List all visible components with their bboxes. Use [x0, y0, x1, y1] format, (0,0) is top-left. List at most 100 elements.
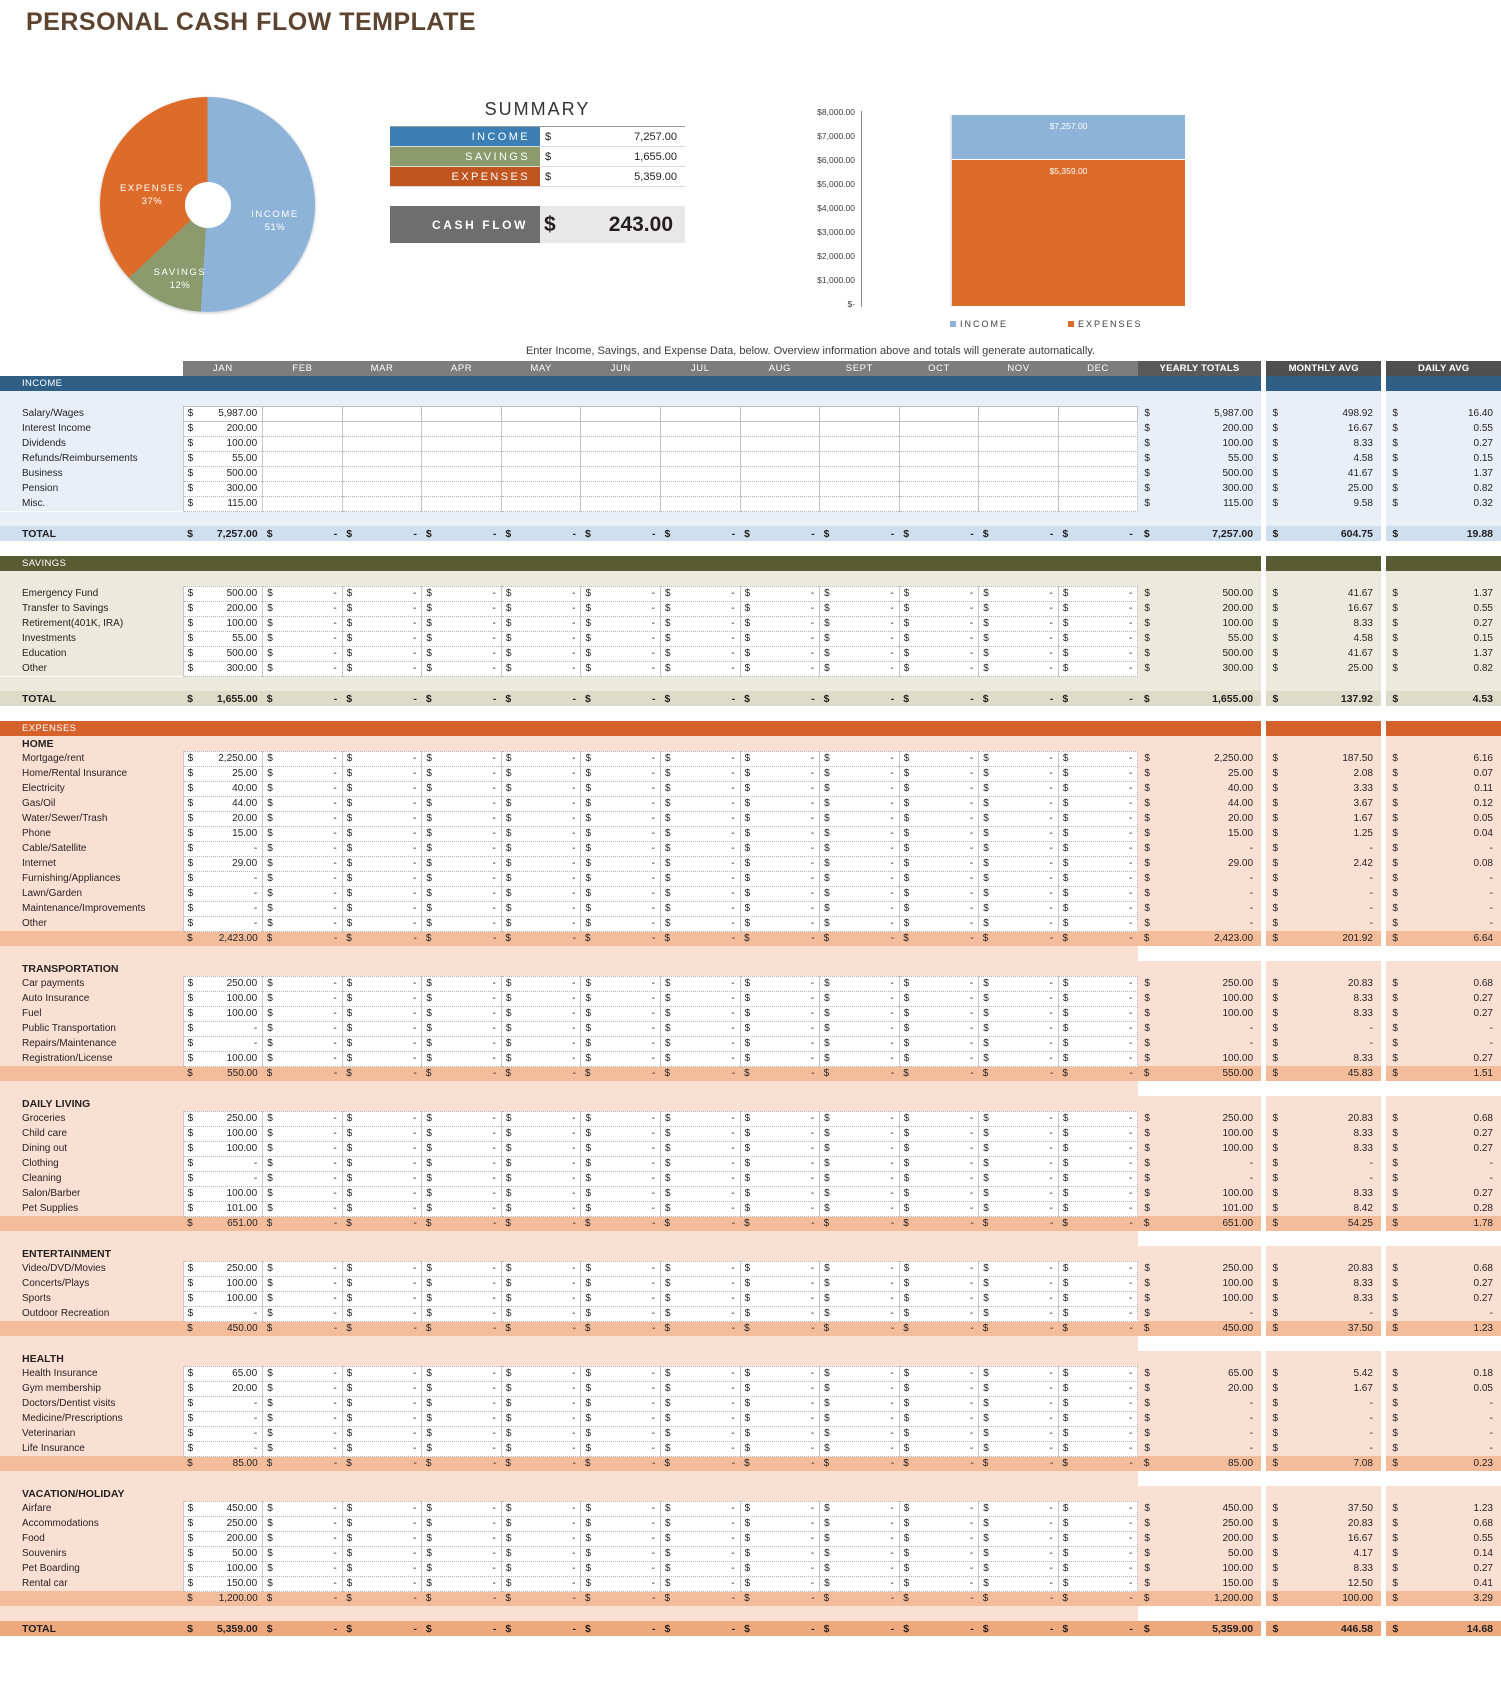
- cell-dec[interactable]: $ -: [1057, 1020, 1139, 1037]
- cell-may[interactable]: $ -: [500, 1515, 582, 1532]
- cell-oct[interactable]: [898, 435, 980, 452]
- cell-apr[interactable]: $ -: [421, 1005, 502, 1022]
- cell-aug[interactable]: $ -: [739, 990, 821, 1007]
- cell-jul[interactable]: $ -: [660, 1050, 741, 1067]
- cell-oct[interactable]: $ -: [898, 990, 980, 1007]
- cell-dec[interactable]: $ -: [1057, 840, 1139, 857]
- cell-jul[interactable]: $ -: [660, 1425, 741, 1442]
- cell-sept[interactable]: $ -: [819, 825, 900, 842]
- cell-jun[interactable]: $ -: [580, 1140, 661, 1157]
- cell-feb[interactable]: $ -: [262, 1290, 343, 1307]
- cell-jun[interactable]: [580, 480, 661, 497]
- cell-oct[interactable]: $ -: [898, 1275, 980, 1292]
- cell-sept[interactable]: $ -: [819, 1020, 900, 1037]
- cell-mar[interactable]: $ -: [341, 1260, 423, 1277]
- cell-oct[interactable]: $ -: [898, 1440, 980, 1457]
- cell-feb[interactable]: $ -: [262, 915, 343, 932]
- cell-nov[interactable]: $ -: [978, 915, 1059, 932]
- cell-aug[interactable]: $ -: [739, 1380, 821, 1397]
- cell-sept[interactable]: $ -: [819, 1050, 900, 1067]
- cell-sept[interactable]: $ -: [819, 1185, 900, 1202]
- cell-feb[interactable]: $ -: [262, 1110, 343, 1127]
- cell-sept[interactable]: $ -: [819, 840, 900, 857]
- cell-mar[interactable]: $ -: [341, 1200, 423, 1217]
- cell-jun[interactable]: $ -: [580, 630, 661, 647]
- cell-nov[interactable]: $ -: [978, 1275, 1059, 1292]
- cell-jan[interactable]: $2,250.00: [182, 750, 264, 767]
- cell-jul[interactable]: $ -: [660, 630, 741, 647]
- cell-apr[interactable]: $ -: [421, 810, 502, 827]
- cell-apr[interactable]: $ -: [421, 765, 502, 782]
- cell-jan[interactable]: $ -: [182, 1305, 264, 1322]
- cell-dec[interactable]: $ -: [1057, 1140, 1139, 1157]
- cell-dec[interactable]: [1057, 405, 1139, 422]
- cell-jun[interactable]: [580, 495, 661, 512]
- cell-jun[interactable]: $ -: [580, 615, 661, 632]
- cell-mar[interactable]: $ -: [341, 1500, 423, 1517]
- cell-apr[interactable]: $ -: [421, 1155, 502, 1172]
- cell-mar[interactable]: $ -: [341, 645, 423, 662]
- cell-may[interactable]: $ -: [500, 1125, 582, 1142]
- cell-jan[interactable]: $ -: [182, 1425, 264, 1442]
- cell-apr[interactable]: $ -: [421, 975, 502, 992]
- cell-apr[interactable]: $ -: [421, 1500, 502, 1517]
- cell-oct[interactable]: $ -: [898, 1380, 980, 1397]
- cell-sept[interactable]: $ -: [819, 855, 900, 872]
- cell-jun[interactable]: $ -: [580, 1020, 661, 1037]
- cell-aug[interactable]: $ -: [739, 1050, 821, 1067]
- cell-jan[interactable]: $150.00: [182, 1575, 264, 1592]
- cell-may[interactable]: [500, 450, 582, 467]
- cell-oct[interactable]: $ -: [898, 1395, 980, 1412]
- cell-nov[interactable]: $ -: [978, 1050, 1059, 1067]
- cell-apr[interactable]: $ -: [421, 1020, 502, 1037]
- cell-apr[interactable]: [421, 420, 502, 437]
- cell-jun[interactable]: [580, 405, 661, 422]
- cell-jan[interactable]: $15.00: [182, 825, 264, 842]
- cell-dec[interactable]: $ -: [1057, 1275, 1139, 1292]
- cell-apr[interactable]: [421, 465, 502, 482]
- cell-mar[interactable]: [341, 420, 423, 437]
- cell-nov[interactable]: $ -: [978, 1155, 1059, 1172]
- cell-may[interactable]: $ -: [500, 615, 582, 632]
- cell-mar[interactable]: [341, 450, 423, 467]
- cell-jan[interactable]: $100.00: [182, 1560, 264, 1577]
- cell-sept[interactable]: $ -: [819, 1530, 900, 1547]
- cell-aug[interactable]: $ -: [739, 1545, 821, 1562]
- cell-jan[interactable]: $ -: [182, 1395, 264, 1412]
- cell-feb[interactable]: $ -: [262, 1395, 343, 1412]
- cell-may[interactable]: [500, 420, 582, 437]
- cell-sept[interactable]: $ -: [819, 750, 900, 767]
- cell-jun[interactable]: $ -: [580, 1200, 661, 1217]
- cell-dec[interactable]: $ -: [1057, 1440, 1139, 1457]
- cell-aug[interactable]: [739, 435, 821, 452]
- cell-feb[interactable]: $ -: [262, 1380, 343, 1397]
- cell-nov[interactable]: $ -: [978, 1185, 1059, 1202]
- cell-feb[interactable]: $ -: [262, 660, 343, 677]
- cell-apr[interactable]: [421, 450, 502, 467]
- cell-sept[interactable]: $ -: [819, 1125, 900, 1142]
- cell-sept[interactable]: $ -: [819, 630, 900, 647]
- cell-sept[interactable]: $ -: [819, 1290, 900, 1307]
- cell-jul[interactable]: [660, 420, 741, 437]
- cell-mar[interactable]: $ -: [341, 600, 423, 617]
- cell-may[interactable]: $ -: [500, 825, 582, 842]
- cell-jun[interactable]: $ -: [580, 1365, 661, 1382]
- cell-mar[interactable]: [341, 435, 423, 452]
- cell-jul[interactable]: $ -: [660, 840, 741, 857]
- cell-aug[interactable]: $ -: [739, 630, 821, 647]
- cell-aug[interactable]: $ -: [739, 600, 821, 617]
- cell-aug[interactable]: $ -: [739, 1305, 821, 1322]
- cell-may[interactable]: $ -: [500, 645, 582, 662]
- cell-mar[interactable]: $ -: [341, 975, 423, 992]
- cell-feb[interactable]: $ -: [262, 1425, 343, 1442]
- cell-dec[interactable]: [1057, 420, 1139, 437]
- cell-dec[interactable]: $ -: [1057, 1110, 1139, 1127]
- cell-jan[interactable]: $ -: [182, 1440, 264, 1457]
- cell-oct[interactable]: [898, 495, 980, 512]
- cell-aug[interactable]: [739, 450, 821, 467]
- cell-aug[interactable]: $ -: [739, 765, 821, 782]
- cell-mar[interactable]: $ -: [341, 1515, 423, 1532]
- cell-aug[interactable]: $ -: [739, 1005, 821, 1022]
- cell-may[interactable]: $ -: [500, 1440, 582, 1457]
- cell-dec[interactable]: $ -: [1057, 1515, 1139, 1532]
